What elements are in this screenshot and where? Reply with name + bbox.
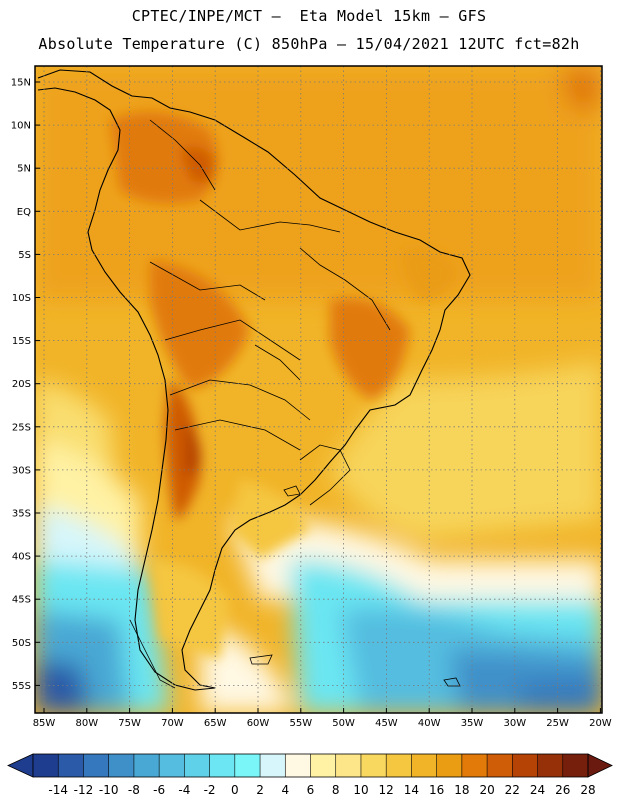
colorbar-swatch: [436, 754, 462, 777]
colorbar-swatch: [512, 754, 538, 777]
latitude-label: 50S: [12, 638, 31, 649]
longitude-label: 35W: [461, 718, 484, 729]
colorbar-label: -4: [178, 783, 190, 797]
colorbar-label: 14: [404, 783, 419, 797]
colorbar-swatch: [386, 754, 412, 777]
colorbar-label: 20: [479, 783, 494, 797]
colorbar-label: 24: [530, 783, 545, 797]
latitude-label: EQ: [17, 207, 31, 218]
colorbar-label: -14: [48, 783, 68, 797]
colorbar-swatch: [58, 754, 84, 777]
latitude-label: 15S: [12, 336, 31, 347]
colorbar-label: 18: [454, 783, 469, 797]
colorbar-swatch: [209, 754, 235, 777]
colorbar-swatch: [33, 754, 59, 777]
colorbar-label: 26: [555, 783, 570, 797]
longitude-label: 80W: [75, 718, 98, 729]
latitude-label: 10S: [12, 293, 31, 304]
longitude-labels: 85W 80W 75W 70W 65W 60W 55W 50W 45W 40W 35W 30W 25W 2…: [33, 708, 612, 729]
latitude-label: 10N: [11, 121, 31, 132]
colorbar-label: 12: [379, 783, 394, 797]
latitude-labels: 15N 10N 5N EQ 5S 10S 15S 20S 25S 30S 35S 40S 45S 50S 5…: [11, 78, 40, 692]
colorbar-swatch: [184, 754, 210, 777]
colorbar-label: 10: [353, 783, 368, 797]
latitude-label: 15N: [11, 78, 31, 89]
temperature-field: [35, 66, 602, 713]
map-title-line-2: Absolute Temperature (C) 850hPa – 15/04/…: [38, 35, 580, 53]
longitude-label: 50W: [332, 718, 355, 729]
longitude-label: 45W: [375, 718, 398, 729]
colorbar-swatch: [310, 754, 336, 777]
colorbar-label: 16: [429, 783, 444, 797]
latitude-label: 45S: [12, 595, 31, 606]
colorbar-label: 6: [307, 783, 315, 797]
colorbar-swatch: [335, 754, 361, 777]
colorbar-over-arrow: [587, 753, 613, 778]
map-frame: [34, 65, 603, 714]
colorbar-swatch: [133, 754, 160, 777]
longitude-label: 65W: [204, 718, 227, 729]
colorbar-swatch: [260, 754, 286, 777]
longitude-label: 30W: [503, 718, 526, 729]
latitude-label: 5S: [18, 250, 31, 261]
colorbar-swatch: [411, 754, 437, 777]
colorbar-swatch: [159, 754, 185, 777]
colorbar-label: -2: [204, 783, 216, 797]
colorbar-swatch: [234, 754, 261, 777]
colorbar-under-arrow: [7, 753, 34, 778]
latitude-label: 35S: [12, 509, 31, 520]
colorbar-label: -8: [128, 783, 140, 797]
colorbar-label: -6: [153, 783, 165, 797]
colorbar-label: -10: [99, 783, 119, 797]
longitude-label: 20W: [589, 718, 612, 729]
colorbar-label: 0: [231, 783, 239, 797]
colorbar-swatch: [83, 754, 109, 777]
colorbar-labels: -14 -12 -10 -8 -6 -4 -2 0 2 4 6 8 10 12 14 16 18 20 22 24 26…: [48, 783, 595, 797]
latitude-label: 25S: [12, 422, 31, 433]
longitude-label: 70W: [161, 718, 184, 729]
latitude-label: 20S: [12, 379, 31, 390]
map-title-line-1: CPTEC/INPE/MCT – Eta Model 15km – GFS: [131, 7, 487, 25]
latitude-label: 40S: [12, 552, 31, 563]
colorbar-swatch: [562, 754, 588, 777]
colorbar-swatch: [461, 754, 488, 777]
colorbar-label: 28: [580, 783, 595, 797]
continent-outline: [37, 69, 471, 691]
colorbar-label: -12: [74, 783, 94, 797]
longitude-label: 55W: [289, 718, 312, 729]
colorbar-label: 4: [281, 783, 289, 797]
colorbar-label: 2: [256, 783, 264, 797]
colorbar-swatch: [487, 754, 513, 777]
colorbar-label: 22: [505, 783, 520, 797]
latitude-label: 30S: [12, 465, 31, 476]
latitude-label: 5N: [17, 164, 31, 175]
longitude-label: 25W: [546, 718, 569, 729]
latitude-label: 55S: [12, 681, 31, 692]
colorbar: [7, 753, 613, 778]
longitude-label: 40W: [418, 718, 441, 729]
colorbar-label: 8: [332, 783, 340, 797]
longitude-label: 60W: [247, 718, 270, 729]
colorbar-swatch: [285, 754, 311, 777]
longitude-label: 85W: [33, 718, 56, 729]
colorbar-swatch: [108, 754, 134, 777]
colorbar-swatch: [537, 754, 563, 777]
colorbar-swatch: [360, 754, 387, 777]
longitude-label: 75W: [118, 718, 141, 729]
lat-lon-grid: [35, 66, 602, 713]
